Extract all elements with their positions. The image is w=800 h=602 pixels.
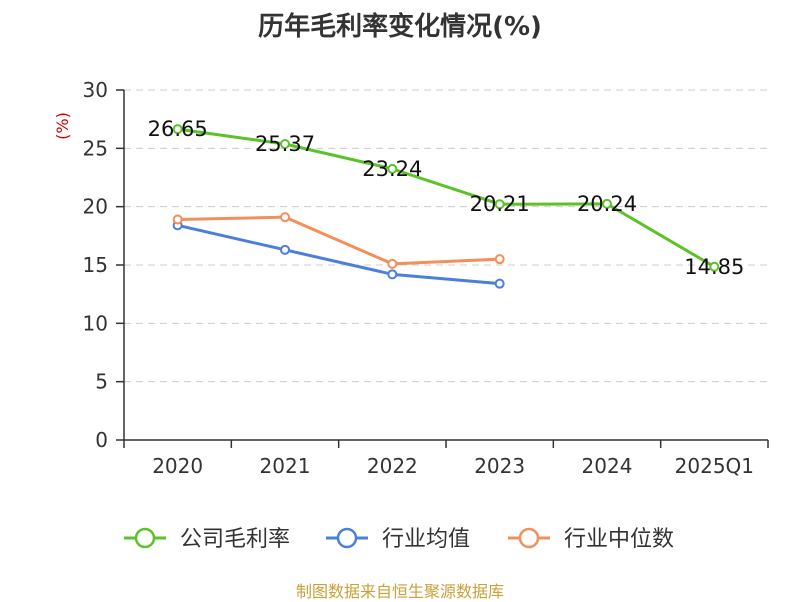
data-point	[280, 244, 290, 255]
legend-marker	[134, 527, 156, 549]
x-tick-label: 2023	[474, 454, 525, 478]
x-tick-label: 2021	[260, 454, 311, 478]
data-point	[494, 278, 505, 289]
legend: 公司毛利率 行业均值 行业中位数	[124, 527, 674, 552]
data-label: 23.24	[362, 157, 422, 181]
data-label: 26.65	[148, 117, 208, 141]
legend-label: 公司毛利率	[180, 527, 290, 552]
x-tick-label: 2024	[582, 454, 633, 478]
data-point	[280, 212, 290, 223]
y-tick-label: 25	[83, 136, 108, 160]
legend-marker	[518, 527, 540, 549]
legend-item-0: 公司毛利率	[124, 527, 290, 552]
data-point	[280, 139, 290, 150]
legend-item-1: 行业均值	[326, 527, 470, 552]
y-tick-label: 10	[83, 311, 108, 335]
y-tick-label: 30	[83, 78, 108, 102]
data-point	[387, 258, 398, 269]
legend-item-2: 行业中位数	[508, 527, 674, 552]
y-tick-label: 0	[95, 428, 108, 452]
data-point	[387, 269, 398, 280]
series-line-0	[177, 127, 716, 269]
chart-title: 历年毛利率变化情况(%)	[258, 12, 542, 42]
data-point	[709, 261, 720, 272]
data-point	[172, 124, 183, 135]
data-point	[602, 198, 612, 209]
x-tick-label: 2020	[152, 454, 203, 478]
data-point	[172, 214, 183, 225]
data-point	[494, 199, 505, 210]
series-line-2	[177, 215, 500, 266]
source-note: 制图数据来自恒生聚源数据库	[295, 582, 504, 601]
x-tick-label: 2025Q1	[675, 454, 754, 478]
legend-label: 行业均值	[382, 527, 470, 552]
data-label: 14.85	[684, 255, 744, 279]
axes: 0 5 10 15 20 25 30 2020 2021 2022 2023 2024 2025Q1	[83, 78, 769, 478]
legend-label: 行业中位数	[564, 527, 674, 552]
x-tick-label: 2022	[367, 454, 418, 478]
y-tick-label: 20	[83, 195, 108, 219]
data-point	[387, 163, 398, 174]
y-axis-unit: (%)	[53, 112, 72, 140]
y-tick-label: 5	[95, 370, 108, 394]
data-label: 25.37	[255, 132, 315, 156]
data-point	[494, 254, 505, 265]
series-line-1	[177, 223, 500, 286]
data-label: 20.21	[470, 192, 530, 216]
data-label: 20.24	[577, 192, 637, 216]
legend-marker	[336, 527, 358, 549]
data-labels: 26.65 25.37 23.24 20.21 20.24 14.85	[148, 117, 745, 279]
y-tick-label: 15	[83, 253, 108, 277]
series-lines	[172, 124, 720, 289]
